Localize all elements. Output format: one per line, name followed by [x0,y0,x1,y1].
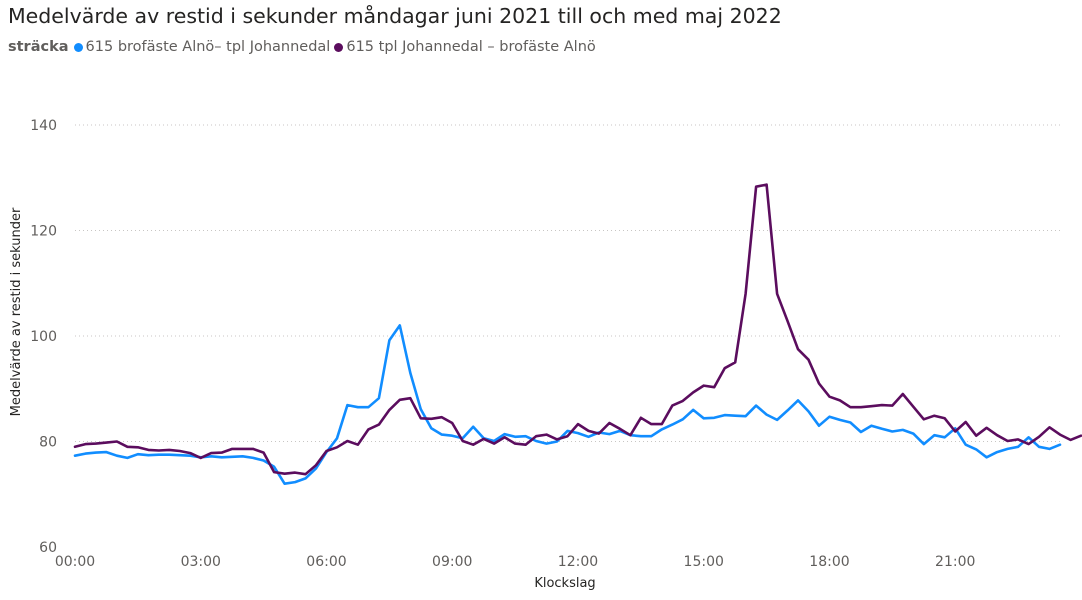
legend-label-series-2: 615 tpl Johannedal – brofäste Alnö [346,39,596,55]
legend-item-series-2[interactable]: 615 tpl Johannedal – brofäste Alnö [334,39,596,55]
legend-marker-icon [73,42,83,52]
x-tick-label: 00:00 [55,554,95,570]
y-axis-label: Medelvärde av restid i sekunder [9,207,24,416]
y-tick-label: 140 [30,118,57,134]
legend-title: sträcka [8,39,69,55]
series-line-1[interactable] [73,324,1062,486]
x-tick-label: 15:00 [684,554,724,570]
legend: sträcka 615 brofäste Alnö– tpl Johanneda… [8,39,600,55]
x-tick-label: 21:00 [935,554,975,570]
y-tick-label: 100 [30,329,57,345]
x-tick-label: 09:00 [432,554,472,570]
y-tick-label: 80 [39,435,57,451]
y-tick-label: 120 [30,224,57,240]
series-line-2[interactable] [73,183,1082,476]
x-tick-label: 18:00 [809,554,849,570]
legend-label-series-1: 615 brofäste Alnö– tpl Johannedal [85,39,331,55]
legend-marker-icon [334,42,344,52]
chart-title: Medelvärde av restid i sekunder måndagar… [8,4,782,28]
legend-item-series-1[interactable]: 615 brofäste Alnö– tpl Johannedal [73,39,331,55]
x-axis-label: Klockslag [534,576,595,591]
x-tick-label: 03:00 [181,554,221,570]
y-tick-label: 60 [39,540,57,556]
x-tick-label: 12:00 [558,554,598,570]
x-tick-label: 06:00 [306,554,346,570]
